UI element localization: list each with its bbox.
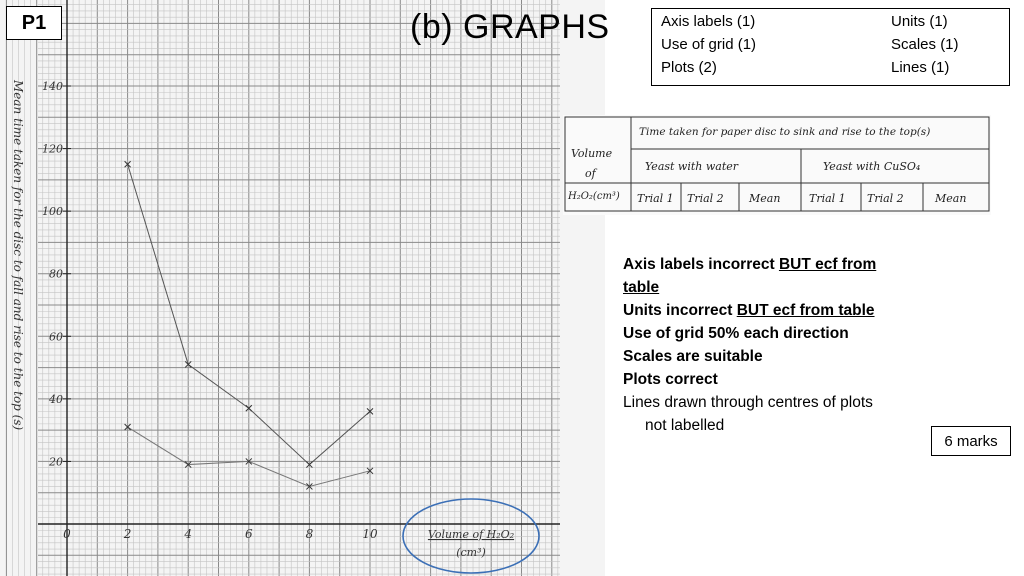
y-tick-label: 80 — [49, 268, 63, 281]
x-tick-label: 10 — [362, 527, 378, 541]
table-col-trial2-cuso4: Trial 2 — [867, 192, 904, 205]
table-col-mean-water: Mean — [749, 192, 781, 205]
criterion-use-of-grid: Use of grid (1) — [661, 36, 757, 53]
feedback-scales: Scales are suitable — [623, 348, 763, 365]
x-tick-label: 6 — [245, 527, 253, 541]
data-point — [245, 404, 253, 412]
slide-label: P1 — [6, 6, 62, 40]
table-group-header: Time taken for paper disc to sink and ri… — [639, 126, 931, 138]
y-tick-label: 120 — [42, 143, 63, 156]
data-point — [306, 483, 313, 490]
y-tick-label: 140 — [42, 80, 63, 93]
criterion-axis-labels: Axis labels (1) — [661, 13, 756, 30]
table-group-cuso4: Yeast with CuSO₄ — [823, 160, 921, 173]
feedback-plots: Plots correct — [623, 371, 718, 388]
data-point — [366, 467, 374, 475]
chart-svg: 20 40 60 80 100 120 140 0 2 4 6 8 10 Mean time taken … — [5, 0, 560, 576]
data-point — [184, 461, 192, 468]
feedback-notes: Axis labels incorrect BUT ecf from table… — [623, 253, 913, 437]
table-col-trial2-water: Trial 2 — [687, 192, 724, 205]
data-point — [366, 408, 374, 415]
table-row-header-1: Volume — [571, 147, 613, 160]
data-point — [306, 461, 313, 468]
data-point — [124, 160, 131, 168]
data-point — [245, 458, 253, 465]
x-axis-label-circle — [402, 498, 540, 574]
x-axis-label-unit: (cm³) — [456, 546, 486, 559]
x-tick-label: 0 — [63, 527, 71, 541]
feedback-lines: Lines drawn through centres of plots — [623, 394, 873, 411]
feedback-units: Units incorrect BUT ecf from table — [623, 302, 875, 319]
y-tick-label: 60 — [49, 330, 63, 343]
table-col-mean-cuso4: Mean — [935, 192, 967, 205]
criterion-units: Units (1) — [891, 13, 948, 30]
feedback-grid: Use of grid 50% each direction — [623, 325, 849, 342]
data-point — [184, 361, 192, 368]
table-row-header-2: of — [585, 167, 596, 180]
graph-paper: 20 40 60 80 100 120 140 0 2 4 6 8 10 Mean time taken … — [0, 0, 605, 576]
criterion-plots: Plots (2) — [661, 59, 717, 76]
x-tick-label: 2 — [123, 527, 132, 541]
results-table-lines — [564, 116, 990, 212]
table-group-water: Yeast with water — [645, 160, 739, 173]
y-axis-label: Mean time taken for the disc to fall and… — [11, 79, 25, 431]
criterion-scales: Scales (1) — [891, 36, 959, 53]
feedback-axis-labels: Axis labels incorrect BUT ecf from table — [623, 256, 877, 296]
x-tick-label: 8 — [306, 527, 314, 541]
slide-heading: (b) GRAPHS — [410, 8, 610, 46]
x-axis-label: Volume of H₂O₂ — [428, 528, 514, 541]
y-tick-label: 40 — [48, 393, 63, 406]
table-row-header-3: H₂O₂(cm³) — [568, 191, 620, 202]
x-tick-label: 4 — [183, 527, 192, 541]
criteria-box: Axis labels (1) Units (1) Use of grid (1… — [651, 8, 1010, 86]
results-table: Volume of H₂O₂(cm³) Time taken for paper… — [563, 115, 991, 215]
criterion-lines: Lines (1) — [891, 59, 950, 76]
y-tick-label: 100 — [42, 205, 63, 218]
data-point — [124, 423, 131, 431]
y-tick-label: 20 — [48, 455, 63, 468]
marks-box: 6 marks — [931, 426, 1011, 456]
feedback-not-labelled: not labelled — [645, 417, 725, 434]
table-col-trial1-water: Trial 1 — [637, 192, 674, 205]
table-col-trial1-cuso4: Trial 1 — [809, 192, 846, 205]
